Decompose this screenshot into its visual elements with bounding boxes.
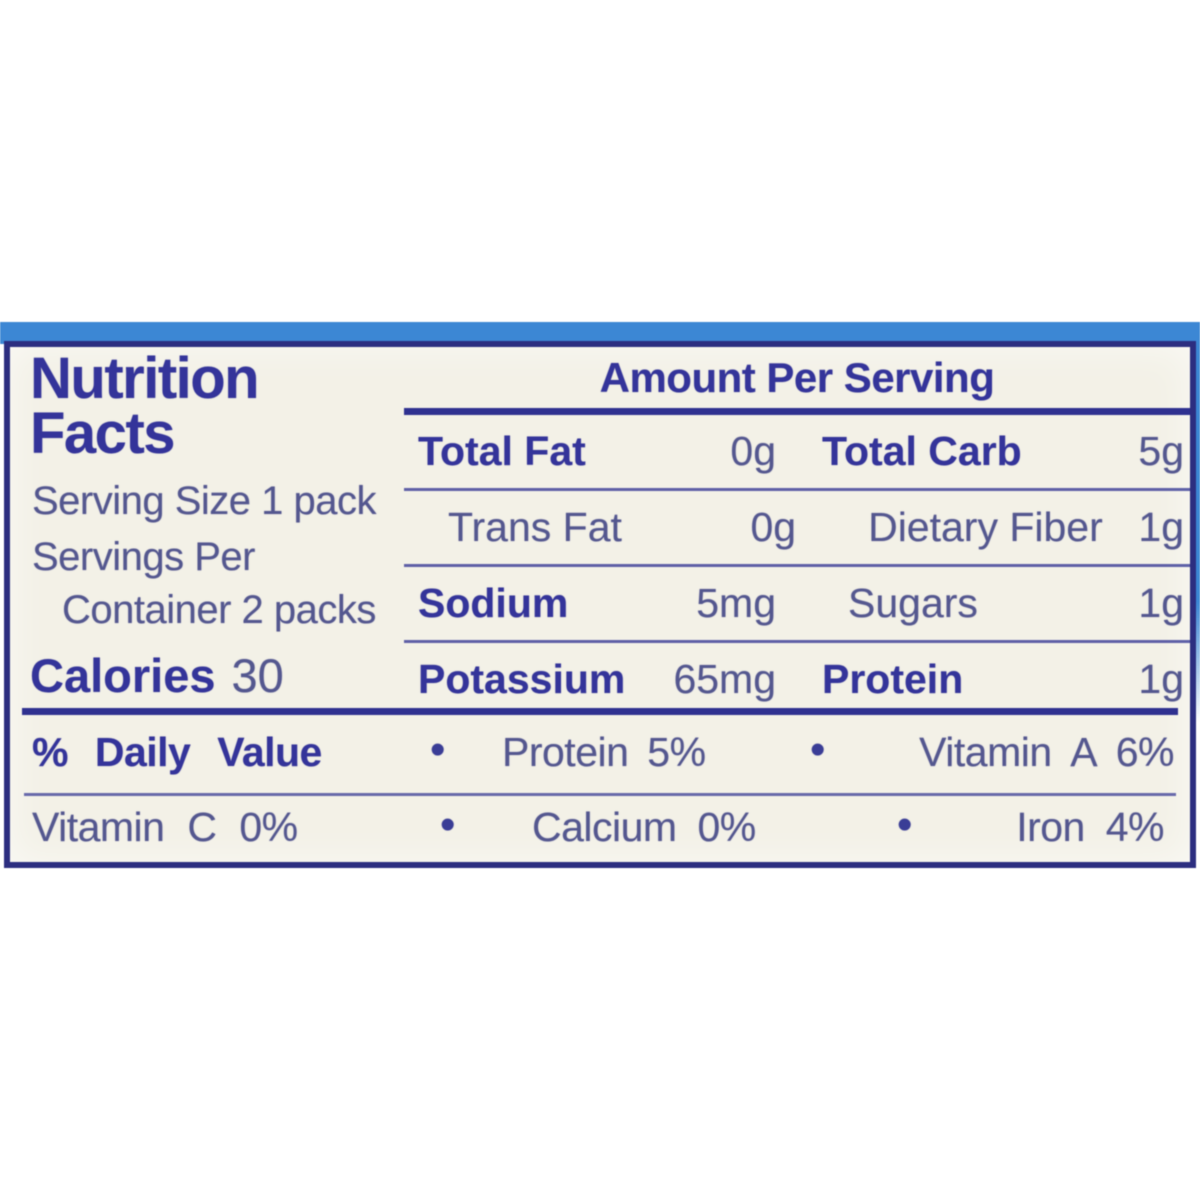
potassium-name: Potassium [418,655,626,702]
potassium-value: 65mg [673,655,776,702]
nutrient-row-total-fat: Total Fat 0g Total Carb 5g [404,415,1190,491]
nutrient-grid: Total Fat 0g Total Carb 5g Trans Fat 0g … [404,415,1190,715]
section-divider [22,708,1178,715]
package-blue-strip [0,322,1200,344]
bullet-icon: • [897,800,912,849]
dietary-fiber-value: 1g [1138,504,1184,550]
nutrition-facts-label: Nutrition Facts Serving Size 1 pack Serv… [4,341,1196,868]
total-fat-name: Total Fat [418,428,586,474]
trans-fat-value: 0g [750,504,797,550]
title-line-1: Nutrition [30,346,260,411]
protein-value: 1g [1138,655,1184,702]
vitamin-c-daily-value: Vitamin C 0% [32,804,298,850]
bullet-icon: • [810,725,825,774]
sugars-value: 1g [1138,580,1184,626]
bullet-icon: • [440,800,455,849]
package-blue-edge [1193,322,1200,722]
nutrient-row-potassium: Potassium 65mg Protein 1g [404,643,1190,715]
iron-daily-value: Iron 4% [1016,804,1164,850]
total-fat-value: 0g [730,428,776,474]
calories-value: 30 [231,649,284,702]
calcium-daily-value: Calcium 0% [532,804,756,850]
label-content: Nutrition Facts Serving Size 1 pack Serv… [10,347,1190,862]
sugars-name: Sugars [848,580,978,626]
protein-name: Protein [822,655,964,702]
trans-fat-name: Trans Fat [448,504,622,550]
servings-per-text: Servings Per [32,535,255,579]
calories-label: Calories [30,649,216,702]
container-count-text: Container 2 packs [62,588,376,632]
serving-size-text: Serving Size 1 pack [32,479,377,523]
title-line-2: Facts [30,401,176,466]
amount-per-serving-header: Amount Per Serving [599,354,995,401]
label-title: Nutrition Facts [30,346,260,466]
calories-row: Calories 30 [30,648,284,703]
percent-daily-value-label: % Daily Value [32,729,322,775]
bullet-icon: • [430,725,445,774]
sodium-name: Sodium [418,580,569,626]
daily-value-divider [24,793,1176,796]
vitamin-a-daily-value: Vitamin A 6% [919,729,1174,775]
total-carb-value: 5g [1138,428,1184,474]
nutrient-row-sodium: Sodium 5mg Sugars 1g [404,567,1190,643]
dietary-fiber-name: Dietary Fiber [868,504,1103,550]
total-carb-name: Total Carb [822,428,1022,474]
nutrient-row-trans-fat: Trans Fat 0g Dietary Fiber 1g [404,491,1190,567]
header-divider [404,408,1190,415]
sodium-value: 5mg [696,580,776,626]
protein-daily-value: Protein 5% [502,729,706,775]
